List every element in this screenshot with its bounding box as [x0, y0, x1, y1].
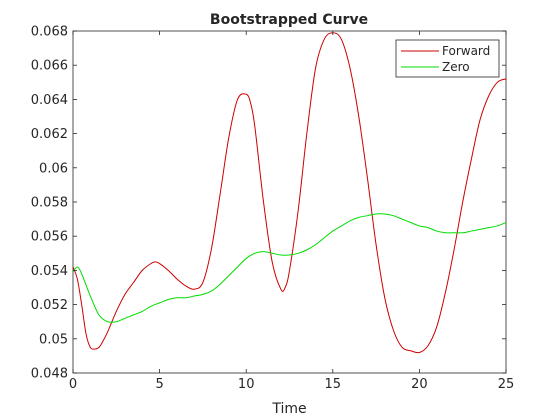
- legend-box: [395, 39, 500, 78]
- legend-label-forward: Forward: [442, 44, 490, 58]
- x-tick-label: 5: [155, 377, 163, 392]
- x-tick-label: 0: [69, 377, 77, 392]
- y-tick-label: 0.058: [31, 196, 68, 211]
- chart-title: Bootstrapped Curve: [210, 12, 368, 28]
- y-tick-label: 0.048: [31, 367, 68, 382]
- y-tick-label: 0.054: [31, 264, 68, 279]
- y-tick-label: 0.068: [31, 25, 68, 40]
- y-tick-label: 0.064: [31, 93, 68, 108]
- plot-area: 0 5 10 15 20 25 0.048 0.05 0.052 0.054 0.056 0.058 0…: [31, 25, 514, 393]
- y-tick-label: 0.05: [39, 332, 68, 347]
- series-layer: [72, 32, 507, 354]
- series-line-forward: [72, 32, 507, 354]
- series-line-zero: [72, 213, 507, 323]
- y-tick-label: 0.062: [31, 127, 68, 142]
- y-tick-label: 0.056: [31, 230, 68, 245]
- x-axis-label: Time: [271, 401, 306, 417]
- x-tick-label: 10: [238, 377, 255, 392]
- y-tick-label: 0.06: [39, 161, 68, 176]
- y-tick-label: 0.052: [31, 298, 68, 313]
- x-tick-label: 25: [498, 377, 515, 392]
- legend-label-zero: Zero: [442, 60, 470, 74]
- x-tick-label: 20: [411, 377, 428, 392]
- axes-box: [72, 30, 507, 374]
- ticks-layer: 0 5 10 15 20 25 0.048 0.05 0.052 0.054 0.056 0.058 0…: [31, 25, 514, 393]
- legend: Forward Zero: [395, 39, 500, 78]
- y-tick-label: 0.066: [31, 59, 68, 74]
- x-tick-label: 15: [325, 377, 342, 392]
